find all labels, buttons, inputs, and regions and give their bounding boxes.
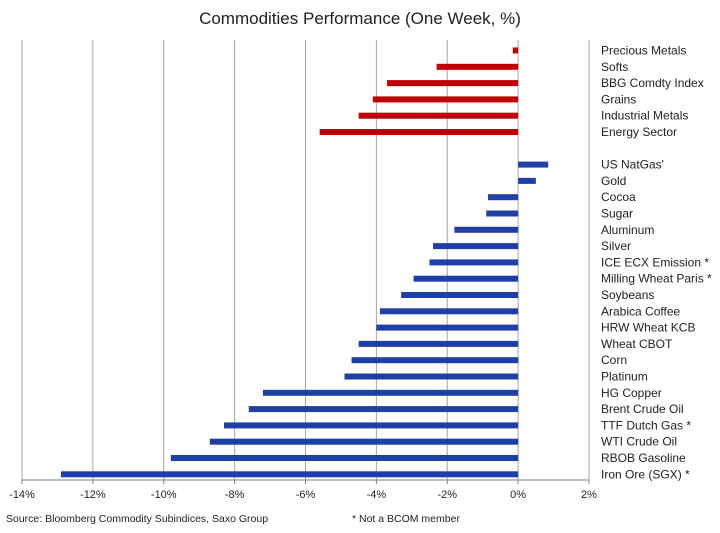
bar: [351, 357, 519, 364]
bar: [387, 80, 519, 87]
category-label: TTF Dutch Gas *: [601, 418, 691, 432]
category-label: BBG Comdty Index: [601, 76, 704, 90]
x-tick-label: -6%: [296, 489, 316, 501]
bar: [60, 471, 519, 478]
category-label: Cocoa: [601, 190, 636, 204]
bar: [344, 373, 519, 380]
bar: [358, 112, 519, 119]
bar: [436, 63, 519, 70]
bar: [319, 129, 519, 135]
category-label: Gold: [601, 174, 626, 188]
category-label: Soybeans: [601, 288, 654, 302]
category-label: Milling Wheat Paris *: [601, 272, 712, 286]
category-label: Grains: [601, 92, 636, 106]
bar: [248, 406, 519, 413]
x-tick-label: -12%: [80, 489, 106, 501]
bar: [209, 438, 519, 445]
category-label: Energy Sector: [601, 125, 677, 139]
x-tick-label: -14%: [9, 489, 35, 501]
category-label: WTI Crude Oil: [601, 435, 677, 449]
bar: [223, 422, 519, 429]
bar: [486, 210, 519, 217]
chart-title: Commodities Performance (One Week, %): [199, 9, 521, 28]
x-tick-label: 2%: [581, 489, 597, 501]
category-labels: Precious Metals Softs BBG Comdty Index Grai…: [601, 44, 712, 482]
source-note: Source: Bloomberg Commodity Subindices, …: [6, 513, 268, 525]
category-label: Corn: [601, 353, 627, 367]
category-label: ICE ECX Emission *: [601, 255, 709, 269]
bar: [358, 340, 519, 347]
bar: [372, 96, 519, 103]
x-tick-label: 0%: [510, 489, 526, 501]
category-label: Industrial Metals: [601, 109, 688, 123]
category-label: Iron Ore (SGX) *: [601, 467, 690, 481]
x-tick-label: -2%: [437, 489, 457, 501]
category-label: Softs: [601, 60, 628, 74]
bar: [488, 194, 519, 201]
category-label: RBOB Gasoline: [601, 451, 686, 465]
bar: [379, 308, 519, 315]
x-tick-label: -4%: [367, 489, 387, 501]
footnote: * Not a BCOM member: [352, 513, 460, 525]
bar: [454, 226, 519, 233]
category-label: US NatGas': [601, 158, 664, 172]
bar: [413, 275, 519, 282]
bar: [262, 389, 519, 396]
category-label: HG Copper: [601, 386, 662, 400]
category-label: Aluminum: [601, 223, 654, 237]
category-label: Brent Crude Oil: [601, 402, 684, 416]
category-label: Silver: [601, 239, 631, 253]
bar: [429, 259, 519, 266]
bar: [433, 243, 519, 250]
category-label: HRW Wheat KCB: [601, 321, 695, 335]
bar: [376, 324, 519, 331]
bar: [170, 455, 519, 461]
bars: [60, 47, 549, 478]
bar: [512, 47, 519, 54]
x-tick-label: -8%: [225, 489, 245, 501]
category-label: Wheat CBOT: [601, 337, 673, 351]
category-label: Sugar: [601, 207, 633, 221]
category-label: Platinum: [601, 370, 648, 384]
bar: [401, 292, 519, 298]
x-tick-label: -10%: [151, 489, 177, 501]
bar: [518, 177, 536, 184]
bar: [518, 161, 549, 168]
category-label: Arabica Coffee: [601, 304, 680, 318]
category-label: Precious Metals: [601, 44, 686, 58]
x-axis: -14% -12% -10% -8% -6% -4% -2% 0% 2%: [9, 479, 597, 501]
